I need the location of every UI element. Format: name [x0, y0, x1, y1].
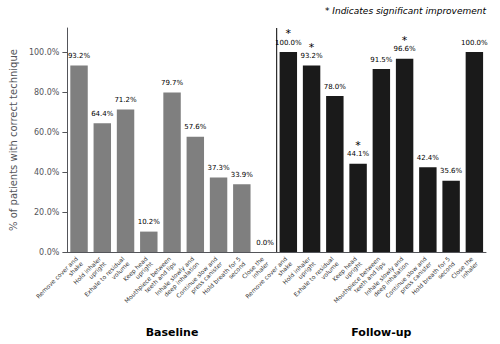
svg-text:Continue slow and: Continue slow and	[175, 255, 219, 299]
svg-text:upright: upright	[87, 260, 108, 281]
svg-text:Hold breath for 5: Hold breath for 5	[200, 255, 242, 297]
svg-text:100.0%: 100.0%	[29, 48, 60, 57]
svg-text:42.4%: 42.4%	[417, 154, 440, 162]
svg-text:* Indicates significant improv: * Indicates significant improvement	[325, 6, 487, 16]
svg-text:upright: upright	[342, 260, 363, 281]
svg-text:Remove cover and: Remove cover and	[244, 255, 289, 300]
svg-text:second: second	[436, 260, 457, 280]
svg-text:press canister: press canister	[398, 260, 433, 295]
svg-text:10.2%: 10.2%	[138, 218, 161, 226]
svg-text:Hold inhaler: Hold inhaler	[71, 255, 103, 286]
svg-text:Remove cover and: Remove cover and	[34, 255, 79, 300]
svg-text:60.0%: 60.0%	[34, 128, 60, 137]
svg-text:Follow-up: Follow-up	[351, 326, 411, 339]
svg-text:Exhale to residual: Exhale to residual	[83, 255, 126, 298]
svg-text:78.0%: 78.0%	[324, 83, 347, 91]
svg-text:teeth and lips: teeth and lips	[352, 260, 387, 295]
svg-text:71.2%: 71.2%	[114, 96, 137, 104]
svg-text:0.0%: 0.0%	[39, 248, 60, 257]
svg-text:20.0%: 20.0%	[34, 208, 60, 217]
svg-text:Mouthpiece between: Mouthpiece between	[122, 255, 173, 305]
svg-text:deep inhalation: deep inhalation	[162, 260, 201, 298]
svg-text:100.0%: 100.0%	[461, 39, 488, 47]
svg-text:Inhale slowly and: Inhale slowly and	[153, 255, 196, 297]
svg-text:91.5%: 91.5%	[370, 56, 393, 64]
svg-text:Mouthpiece between: Mouthpiece between	[332, 255, 382, 305]
svg-text:Continue slow and: Continue slow and	[384, 255, 428, 299]
svg-text:teeth and lips: teeth and lips	[143, 260, 177, 295]
svg-text:volume: volume	[319, 260, 340, 281]
svg-text:Close the: Close the	[240, 255, 266, 280]
svg-text:Exhale to residual: Exhale to residual	[292, 255, 335, 298]
svg-text:96.6%: 96.6%	[393, 45, 416, 53]
svg-text:33.9%: 33.9%	[231, 171, 254, 179]
svg-text:Keep head: Keep head	[330, 255, 359, 283]
svg-text:44.1%: 44.1%	[347, 150, 370, 158]
svg-text:40.0%: 40.0%	[34, 168, 60, 177]
svg-text:35.6%: 35.6%	[440, 167, 463, 175]
svg-text:57.6%: 57.6%	[184, 123, 207, 131]
svg-text:inhaler: inhaler	[250, 260, 270, 280]
svg-text:93.2%: 93.2%	[68, 52, 91, 60]
svg-text:Inhale slowly and: Inhale slowly and	[362, 255, 405, 297]
svg-text:100.0%: 100.0%	[275, 39, 302, 47]
svg-text:79.7%: 79.7%	[161, 79, 184, 87]
svg-text:inhaler: inhaler	[460, 260, 480, 280]
svg-text:Hold breath for 5: Hold breath for 5	[410, 255, 452, 297]
svg-text:upright: upright	[133, 260, 154, 281]
svg-text:Close the: Close the	[449, 255, 475, 280]
svg-text:volume: volume	[109, 260, 131, 281]
svg-text:0.0%: 0.0%	[256, 239, 274, 247]
svg-text:upright: upright	[296, 260, 317, 281]
svg-text:80.0%: 80.0%	[34, 88, 60, 97]
svg-text:64.4%: 64.4%	[91, 110, 114, 118]
svg-text:deep inhalation: deep inhalation	[371, 260, 410, 298]
svg-text:93.2%: 93.2%	[300, 52, 323, 60]
svg-text:Baseline: Baseline	[146, 326, 199, 339]
svg-text:Keep head: Keep head	[121, 255, 149, 283]
svg-text:% of patients with correct tec: % of patients with correct technique	[8, 49, 19, 231]
svg-text:shake: shake	[66, 260, 84, 278]
svg-text:press canister: press canister	[188, 260, 224, 295]
svg-text:Hold inhaler: Hold inhaler	[281, 255, 312, 286]
svg-text:second: second	[226, 260, 247, 280]
svg-text:shake: shake	[275, 260, 294, 278]
svg-text:37.3%: 37.3%	[207, 164, 230, 172]
